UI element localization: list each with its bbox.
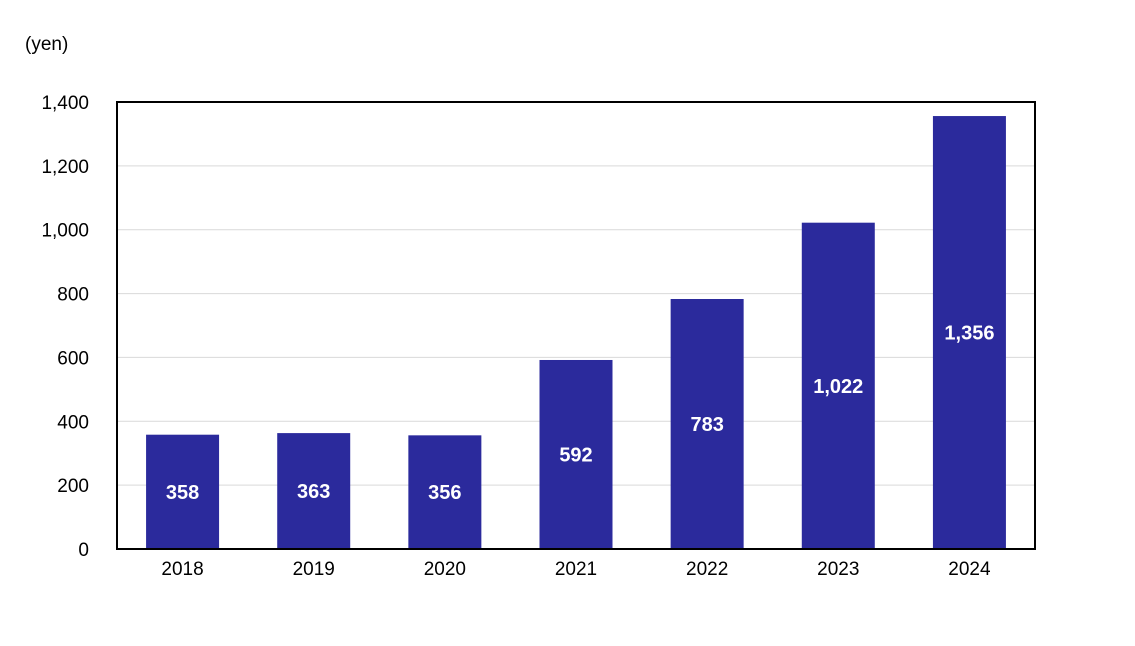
y-axis-tick-labels: 0 200 400 600 800 1,000 1,200 1,400 xyxy=(41,93,89,561)
bar-2021 xyxy=(539,359,613,549)
y-tick-label: 1,000 xyxy=(41,221,89,242)
plot-frame xyxy=(116,101,1036,550)
x-tick-label: 2021 xyxy=(555,559,597,580)
bar-value-labels: 358 363 356 592 783 1,022 1,356 xyxy=(166,323,995,505)
bar-value-label: 363 xyxy=(297,481,330,503)
x-axis-tick-labels: 2018 2019 2020 2021 2022 2023 2024 xyxy=(161,559,991,580)
bar-2024 xyxy=(932,116,1006,549)
y-tick-label: 200 xyxy=(57,476,89,497)
x-tick-label: 2024 xyxy=(948,559,991,580)
bar-2018 xyxy=(146,434,220,549)
x-tick-label: 2019 xyxy=(293,559,335,580)
gridlines xyxy=(117,165,1035,486)
y-tick-label: 600 xyxy=(57,348,89,369)
bar-value-label: 783 xyxy=(690,414,723,436)
bar-2023 xyxy=(801,222,875,549)
y-tick-label: 800 xyxy=(57,285,89,306)
bar-2022 xyxy=(670,298,744,549)
x-tick-label: 2018 xyxy=(161,559,203,580)
y-tick-label: 1,400 xyxy=(41,93,89,114)
y-tick-label: 1,200 xyxy=(41,157,89,178)
y-tick-label: 0 xyxy=(78,540,89,561)
bars xyxy=(146,116,1006,549)
bar-value-label: 356 xyxy=(428,482,461,504)
bar-2020 xyxy=(408,435,482,549)
y-axis-unit-label: (yen) xyxy=(25,34,68,55)
x-tick-label: 2022 xyxy=(686,559,728,580)
y-tick-label: 400 xyxy=(57,412,89,433)
bar-value-label: 1,356 xyxy=(944,323,994,345)
bar-value-label: 1,022 xyxy=(813,376,863,398)
bar-2019 xyxy=(277,433,351,549)
bar-value-label: 358 xyxy=(166,482,199,504)
x-tick-label: 2023 xyxy=(817,559,859,580)
x-tick-label: 2020 xyxy=(424,559,466,580)
bar-value-label: 592 xyxy=(559,444,592,466)
